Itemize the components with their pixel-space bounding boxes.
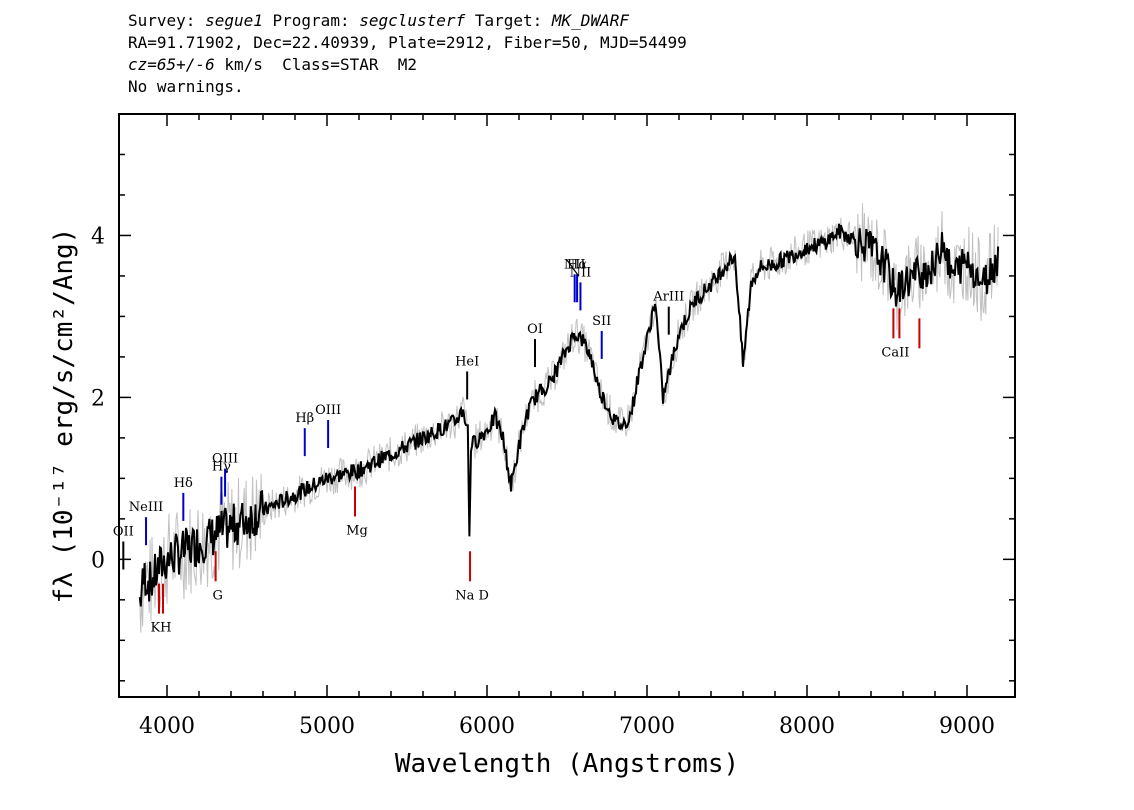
emission-line-label: NII	[564, 257, 586, 272]
emission-line-label: NeIII	[129, 500, 163, 515]
header-line-coords: RA=91.71902, Dec=22.40939, Plate=2912, F…	[128, 33, 687, 52]
emission-line-label: Hβ	[295, 411, 314, 426]
absorption-line-label: CaII	[881, 345, 909, 360]
program-label: Program:	[272, 11, 350, 30]
emission-line-label: NII	[570, 265, 592, 280]
y-tick-label: 2	[91, 386, 105, 411]
y-axis-title: fλ (10⁻¹⁷ erg/s/cm²/Ang)	[49, 228, 79, 604]
x-tick-label: 4000	[139, 714, 195, 739]
target-label: Target:	[474, 11, 543, 30]
spectrum-header: Survey: segue1 Program: segclusterf Targ…	[128, 10, 687, 98]
target-value: MK_DWARF	[551, 11, 629, 30]
x-tick-label: 8000	[779, 714, 835, 739]
x-tick-label: 9000	[939, 714, 995, 739]
emission-line-label: OI	[527, 322, 543, 337]
emission-line-label: OII	[113, 524, 134, 539]
flux-series-line	[138, 223, 1000, 607]
x-tick-label: 5000	[299, 714, 355, 739]
x-axis-title: Wavelength (Angstroms)	[395, 749, 739, 779]
cz-value: cz=65+/-6	[128, 55, 215, 74]
emission-line-label: Hδ	[174, 476, 193, 491]
survey-label: Survey:	[128, 11, 196, 30]
x-tick-label: 6000	[459, 714, 515, 739]
class-value: km/s Class=STAR M2	[224, 55, 417, 74]
absorption-line-label: G	[212, 588, 222, 603]
header-line-survey: Survey: segue1 Program: segclusterf Targ…	[128, 10, 687, 32]
absorption-line-label: Mg	[346, 523, 368, 538]
emission-line-label: OIII	[212, 452, 238, 467]
emission-line-label: Hγ	[212, 460, 231, 475]
emission-line-label: HeI	[455, 354, 479, 369]
y-tick-label: 4	[91, 224, 105, 249]
program-value: segclusterf	[359, 11, 466, 30]
survey-value: segue1	[205, 11, 263, 30]
absorption-line-label: Na D	[455, 588, 489, 603]
absorption-line-label: KH	[150, 621, 171, 636]
y-tick-label: 0	[91, 548, 105, 573]
x-tick-label: 7000	[619, 714, 675, 739]
axis-ticks: 4000 5000 6000 7000 8000 9000 0 2 4	[91, 113, 1015, 739]
emission-line-label: Hα	[567, 257, 587, 272]
header-line-warnings: No warnings.	[128, 77, 244, 96]
emission-line-label: SII	[592, 314, 611, 329]
emission-line-label: ArIII	[652, 290, 684, 305]
chart-marks: OIINeIIIHδHγOIIIHβOIIIHeIOINIIHαNIISIIAr…	[113, 203, 1000, 636]
emission-line-label: OIII	[315, 403, 341, 418]
plot-frame	[118, 113, 1016, 698]
header-line-redshift: cz=65+/-6 km/s Class=STAR M2	[128, 54, 687, 76]
